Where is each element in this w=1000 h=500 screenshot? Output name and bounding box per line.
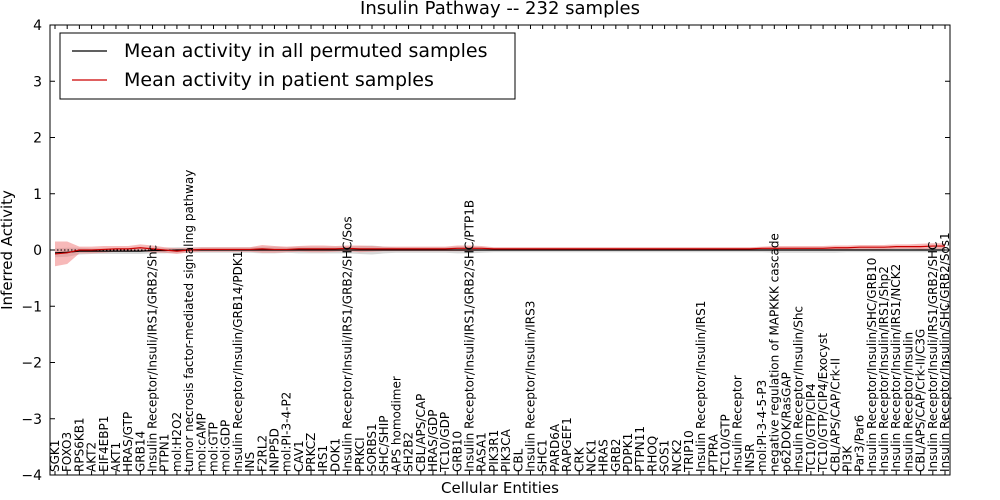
category-label: CBL/APS/CAP/Crk-II xyxy=(828,358,842,472)
category-label: Insulin Receptor/Insulin/SHC/GRB10 xyxy=(865,258,879,472)
y-axis-ticks: −4 −3 −2 −1 0 1 2 3 4 xyxy=(21,18,950,484)
category-label: SORBS1 xyxy=(365,423,379,472)
legend-box xyxy=(59,32,516,100)
plot-frame xyxy=(49,24,951,476)
y-tick-label-2: −2 xyxy=(21,356,42,372)
category-label: RAPGEF1 xyxy=(560,417,574,472)
category-label: PTPN11 xyxy=(633,426,647,472)
category-label: SGK1 xyxy=(48,440,62,472)
category-label: negative regulation of MAPKKK cascade xyxy=(767,233,781,472)
category-label: Insulin Receptor/Insulin/IRS1/NCK2 xyxy=(889,264,903,472)
category-label: Insulin Receptor/Insuli/IRS1/GRB2/Shc xyxy=(146,245,160,472)
category-label: IRS1 xyxy=(316,445,330,472)
category-label: mol:GTP xyxy=(206,422,220,472)
category-label: PTPRA xyxy=(706,433,720,472)
y-tick-label-3: −1 xyxy=(21,299,42,315)
x-axis-title: Cellular Entities xyxy=(441,479,559,497)
category-label: mol:PI-3-4-P2 xyxy=(280,392,294,472)
category-label: mol:GDP xyxy=(219,420,233,472)
category-label: DOK1 xyxy=(328,438,342,472)
line-series-1 xyxy=(54,245,945,255)
category-label: INSR xyxy=(743,444,757,472)
category-label: CBL xyxy=(511,448,525,472)
category-label: CRK xyxy=(572,446,586,472)
category-label: GRB2 xyxy=(609,438,623,472)
category-label: SHC/SHIP xyxy=(377,416,391,472)
y-tick-label-8: 4 xyxy=(33,18,42,34)
category-label: Insulin Receptor xyxy=(731,375,745,472)
series-lines xyxy=(54,245,945,255)
band-series-1 xyxy=(55,241,945,267)
category-label: RPS6KB1 xyxy=(72,417,86,472)
y-tick-label-4: 0 xyxy=(33,243,42,259)
category-label: PIK3CA xyxy=(499,428,513,472)
category-label: GRB14 xyxy=(133,431,147,472)
category-label: CBL/APS/CAP/Crk-II/C3G xyxy=(914,329,928,472)
category-label: RASA1 xyxy=(475,432,489,472)
category-label: Par3/Par6 xyxy=(853,415,867,472)
y-tick-label-5: 1 xyxy=(33,187,42,203)
category-label: p62DOK/RasGAP xyxy=(780,372,794,472)
category-label: SHC1 xyxy=(536,439,550,472)
category-label: AKT2 xyxy=(85,442,99,472)
category-label: CBL/APS/CAP xyxy=(414,394,428,472)
category-label: mol:PI-3-4-5-P3 xyxy=(755,380,769,472)
category-label: Insulin Receptor/Insulin/SHC/GRB2/Sos1 xyxy=(938,232,952,472)
legend: Mean activity in all permuted samples Me… xyxy=(59,32,516,100)
category-label: APS homodimer xyxy=(389,376,403,472)
category-label: TC10/GTP xyxy=(719,414,733,473)
category-label: Insulin Receptor/Insuli/IRS1/GRB2/SHC/So… xyxy=(341,216,355,472)
category-label: tumor necrosis factor-mediated signaling… xyxy=(182,170,196,472)
x-axis-ticks xyxy=(54,25,946,475)
category-label: SOS1 xyxy=(658,440,672,472)
category-label: NCK1 xyxy=(584,439,598,472)
category-label: FOXO3 xyxy=(60,432,74,472)
category-label: mol:cAMP xyxy=(194,413,208,472)
category-label: TC10/GTP/CIP4/Exocyst xyxy=(816,333,830,473)
y-tick-label-7: 3 xyxy=(33,74,42,90)
category-label: PDPK1 xyxy=(621,433,635,472)
category-label: SH2B2 xyxy=(402,432,416,472)
category-label: Insulin Receptor/Insuli/IRS1/GRB2/SHC xyxy=(926,242,940,472)
category-labels: SGK1FOXO3RPS6KB1AKT2EIF4EBP1AKT1HRAS/GTP… xyxy=(48,170,952,473)
category-label: Insulin Receptor/Insuli/IRS1/GRB2/SHC/PT… xyxy=(463,200,477,472)
category-label: PRKCZ xyxy=(304,433,318,472)
category-label: TRIP10 xyxy=(682,430,696,473)
category-label: Insulin Receptor/Insulin/IRS1/Shp2 xyxy=(877,266,891,472)
category-label: PIK3R1 xyxy=(487,430,501,472)
category-label: NCK2 xyxy=(670,439,684,472)
category-label: PTPN1 xyxy=(158,434,172,472)
category-label: Insulin Receptor/Insulin/IRS3 xyxy=(523,301,537,472)
category-label: HRAS/GTP xyxy=(121,412,135,472)
category-label: mol:H2O2 xyxy=(170,412,184,472)
y-tick-label-6: 2 xyxy=(33,131,42,147)
category-label: RHOQ xyxy=(645,436,659,472)
category-label: Insulin Receptor/Insulin xyxy=(901,332,915,472)
category-label: HRAS/GDP xyxy=(426,409,440,472)
category-label: CAV1 xyxy=(292,440,306,472)
category-label: PRKCI xyxy=(353,437,367,472)
category-label: INPP5D xyxy=(267,428,281,472)
category-label: GRB10 xyxy=(450,431,464,472)
y-tick-label-1: −3 xyxy=(21,412,42,428)
category-label: TC10/GDP xyxy=(438,412,452,473)
category-label: AKT1 xyxy=(109,442,123,472)
category-label: PI3K xyxy=(840,445,854,472)
category-label: EIF4EBP1 xyxy=(97,416,111,472)
category-label: Insulin Receptor/Insulin/GRB14/PDK1 xyxy=(231,251,245,472)
category-label: Insulin Receptor/Insulin/IRS1 xyxy=(694,301,708,472)
legend-label-patient: Mean activity in patient samples xyxy=(124,69,434,91)
legend-label-permuted: Mean activity in all permuted samples xyxy=(124,40,487,62)
y-tick-label-0: −4 xyxy=(21,468,42,484)
y-axis-title: Inferred Activity xyxy=(0,190,16,310)
category-label: HRAS xyxy=(597,439,611,472)
category-label: Insulin Receptor/Insulin/Shc xyxy=(792,306,806,472)
category-label: PARD6A xyxy=(548,423,562,472)
category-label: F2RL2 xyxy=(255,435,269,472)
chart-title: Insulin Pathway -- 232 samples xyxy=(360,0,640,19)
category-label: INS xyxy=(243,452,257,472)
category-label: TC10/GTP/CIP4 xyxy=(804,383,818,473)
